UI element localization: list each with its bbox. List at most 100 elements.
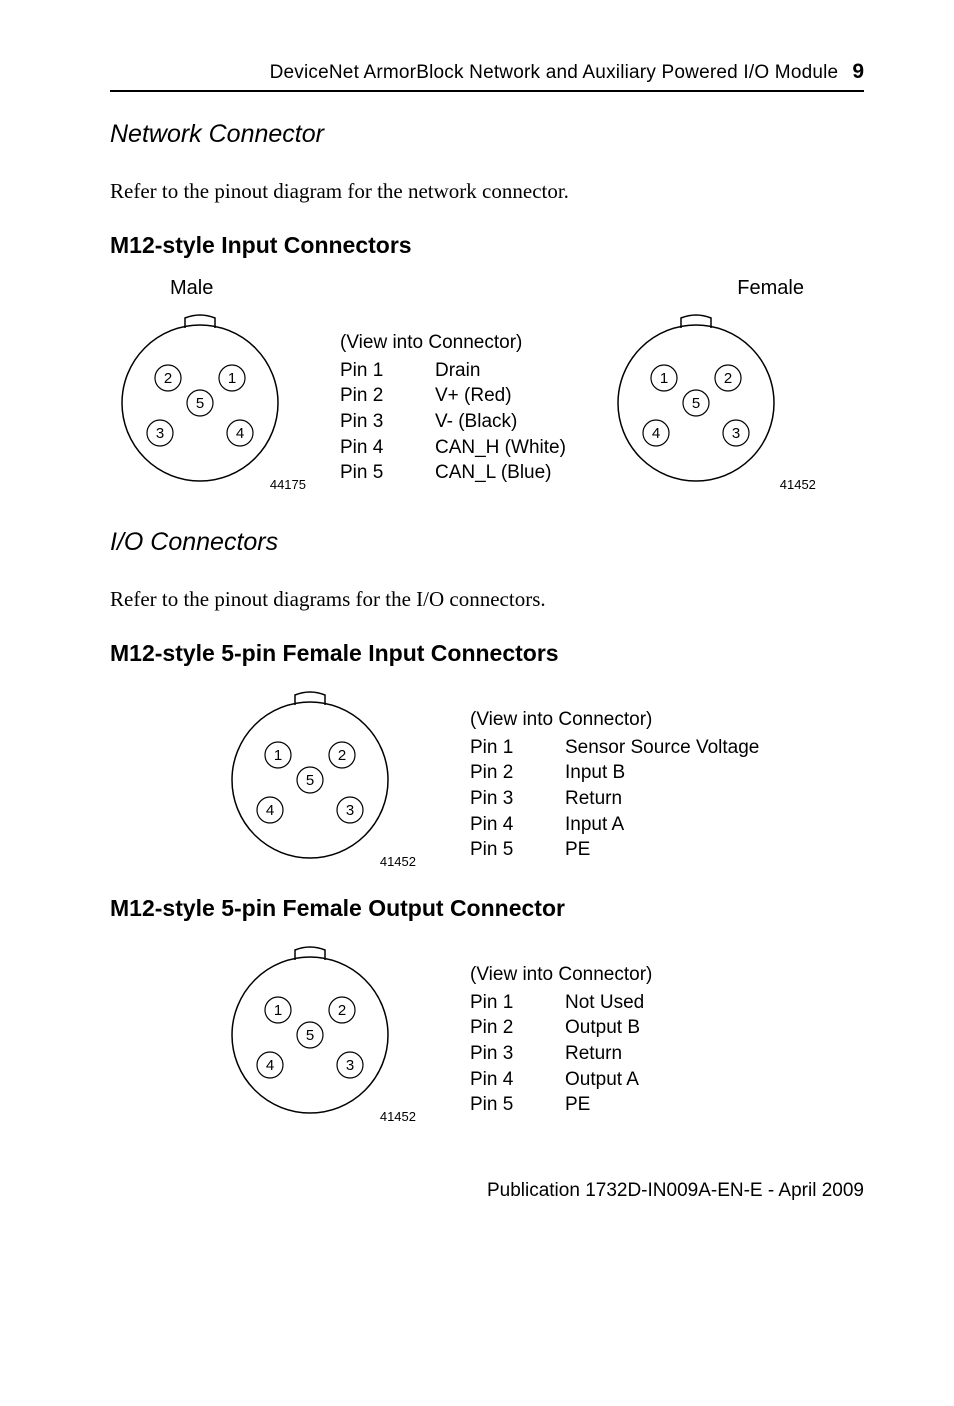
male-diagram-id: 44175 <box>270 477 306 492</box>
pin-desc: Output B <box>565 1015 640 1041</box>
svg-text:3: 3 <box>346 1057 354 1074</box>
pin-name: Pin 2 <box>470 760 565 786</box>
pin-name: Pin 4 <box>470 812 565 838</box>
pin-desc: Not Used <box>565 990 644 1016</box>
svg-text:5: 5 <box>196 395 204 412</box>
pin-row: Pin 3V- (Black) <box>340 409 566 435</box>
io-output-diagram: 1 2 5 4 3 41452 <box>220 940 420 1130</box>
svg-text:3: 3 <box>346 802 354 819</box>
pin-desc: CAN_L (Blue) <box>435 460 552 486</box>
pin-name: Pin 5 <box>470 837 565 863</box>
pin-row: Pin 1Sensor Source Voltage <box>470 735 759 761</box>
io-output-diagram-id: 41452 <box>380 1109 416 1124</box>
view-label: (View into Connector) <box>470 707 759 733</box>
pin-row: Pin 3Return <box>470 1041 652 1067</box>
io-output-block: 1 2 5 4 3 41452 (View into Connector) Pin 1N… <box>220 940 864 1130</box>
pin-desc: Return <box>565 1041 622 1067</box>
pin-name: Pin 3 <box>470 786 565 812</box>
svg-text:5: 5 <box>306 1027 314 1044</box>
io-input-block: 1 2 5 4 3 41452 (View into Connector) Pin 1S… <box>220 685 864 875</box>
footer-prefix: Publication <box>487 1180 585 1201</box>
connector-label-row: Male Female <box>110 277 864 300</box>
view-label: (View into Connector) <box>340 330 566 356</box>
svg-text:1: 1 <box>660 370 668 387</box>
pin-desc: Return <box>565 786 622 812</box>
pin-row: Pin 4CAN_H (White) <box>340 435 566 461</box>
pin-row: Pin 3Return <box>470 786 759 812</box>
male-connector-diagram: 2 1 5 3 4 44175 <box>110 308 310 498</box>
network-body: Refer to the pinout diagram for the netw… <box>110 179 864 204</box>
io-output-heading: M12-style 5-pin Female Output Connector <box>110 895 864 922</box>
pin-row: Pin 1Not Used <box>470 990 652 1016</box>
pin-name: Pin 4 <box>340 435 435 461</box>
pin-desc: V- (Black) <box>435 409 517 435</box>
pin-desc: Input A <box>565 812 624 838</box>
pin-name: Pin 1 <box>470 990 565 1016</box>
svg-text:2: 2 <box>338 747 346 764</box>
io-input-svg: 1 2 5 4 3 <box>220 685 420 870</box>
female-label: Female <box>737 277 804 300</box>
pin-row: Pin 2Input B <box>470 760 759 786</box>
pin-row: Pin 2V+ (Red) <box>340 383 566 409</box>
pin-desc: Drain <box>435 358 480 384</box>
svg-text:3: 3 <box>732 425 740 442</box>
svg-text:4: 4 <box>236 425 244 442</box>
pin-desc: Output A <box>565 1067 639 1093</box>
svg-text:2: 2 <box>338 1002 346 1019</box>
io-input-pin-list: (View into Connector) Pin 1Sensor Source… <box>470 707 759 863</box>
io-input-heading: M12-style 5-pin Female Input Connectors <box>110 640 864 667</box>
pin-row: Pin 4Input A <box>470 812 759 838</box>
pin-desc: PE <box>565 837 590 863</box>
footer: Publication 1732D-IN009A-EN-E - April 20… <box>110 1180 864 1202</box>
svg-text:1: 1 <box>274 747 282 764</box>
female-diagram-id: 41452 <box>780 477 816 492</box>
pin-desc: Sensor Source Voltage <box>565 735 759 761</box>
male-label: Male <box>170 277 213 300</box>
io-output-svg: 1 2 5 4 3 <box>220 940 420 1125</box>
pin-name: Pin 2 <box>340 383 435 409</box>
svg-text:5: 5 <box>692 395 700 412</box>
pin-name: Pin 5 <box>340 460 435 486</box>
svg-text:5: 5 <box>306 772 314 789</box>
io-body: Refer to the pinout diagrams for the I/O… <box>110 587 864 612</box>
svg-text:2: 2 <box>724 370 732 387</box>
header-title: DeviceNet ArmorBlock Network and Auxilia… <box>270 62 839 84</box>
pin-name: Pin 4 <box>470 1067 565 1093</box>
female-connector-svg: 1 2 5 4 3 <box>606 308 806 493</box>
pin-row: Pin 4Output A <box>470 1067 652 1093</box>
svg-text:4: 4 <box>652 425 660 442</box>
svg-text:4: 4 <box>266 1057 274 1074</box>
pin-row: Pin 5PE <box>470 837 759 863</box>
page-header: DeviceNet ArmorBlock Network and Auxilia… <box>110 60 864 92</box>
pin-desc: PE <box>565 1092 590 1118</box>
pin-name: Pin 1 <box>340 358 435 384</box>
footer-code: 1732D-IN009A-EN-E - April 2009 <box>585 1180 864 1201</box>
io-output-pin-list: (View into Connector) Pin 1Not UsedPin 2… <box>470 962 652 1118</box>
pin-name: Pin 3 <box>470 1041 565 1067</box>
svg-text:1: 1 <box>274 1002 282 1019</box>
pin-row: Pin 2Output B <box>470 1015 652 1041</box>
svg-text:4: 4 <box>266 802 274 819</box>
pin-row: Pin 5PE <box>470 1092 652 1118</box>
pin-name: Pin 3 <box>340 409 435 435</box>
network-connector-row: 2 1 5 3 4 44175 (View into Connector) Pin 1D… <box>110 308 864 498</box>
pin-row: Pin 5CAN_L (Blue) <box>340 460 566 486</box>
pin-desc: V+ (Red) <box>435 383 512 409</box>
network-pin-list: (View into Connector) Pin 1DrainPin 2V+ … <box>340 330 566 486</box>
female-connector-diagram: 12543 41452 <box>606 308 806 498</box>
svg-text:3: 3 <box>156 425 164 442</box>
io-heading: I/O Connectors <box>110 528 864 557</box>
pin-desc: CAN_H (White) <box>435 435 566 461</box>
male-connector-svg: 2 1 5 3 4 <box>110 308 310 493</box>
svg-text:1: 1 <box>228 370 236 387</box>
io-input-diagram-id: 41452 <box>380 854 416 869</box>
pin-name: Pin 5 <box>470 1092 565 1118</box>
pin-desc: Input B <box>565 760 625 786</box>
pin-name: Pin 2 <box>470 1015 565 1041</box>
io-input-diagram: 1 2 5 4 3 41452 <box>220 685 420 875</box>
pin-row: Pin 1Drain <box>340 358 566 384</box>
view-label: (View into Connector) <box>470 962 652 988</box>
network-heading: Network Connector <box>110 120 864 149</box>
pin-name: Pin 1 <box>470 735 565 761</box>
svg-text:2: 2 <box>164 370 172 387</box>
